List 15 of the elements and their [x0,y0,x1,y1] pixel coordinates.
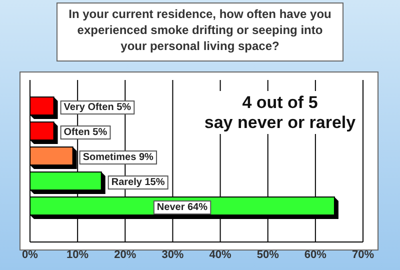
category-label: Rarely 15% [111,177,165,188]
x-tick-label: 30% [162,248,184,261]
category-label: Sometimes 9% [82,152,154,163]
x-tick-label: 70% [352,248,374,261]
x-tick-label: 10% [66,248,89,261]
category-label: Often 5% [64,127,108,138]
x-tick-label: 60% [304,248,327,261]
annotation: 4 out of 5 say never or rarely [204,93,356,132]
chart-title: In your current residence, how often have you experienced smoke drifting or seeping into your personal living space? [68,7,332,53]
category-label: Never 64% [156,202,208,213]
x-tick-label: 50% [256,248,280,261]
x-tick-label: 0% [22,248,38,261]
category-label: Very Often 5% [64,102,132,113]
x-tick-label: 40% [209,248,232,261]
x-tick-label: 20% [114,248,136,261]
